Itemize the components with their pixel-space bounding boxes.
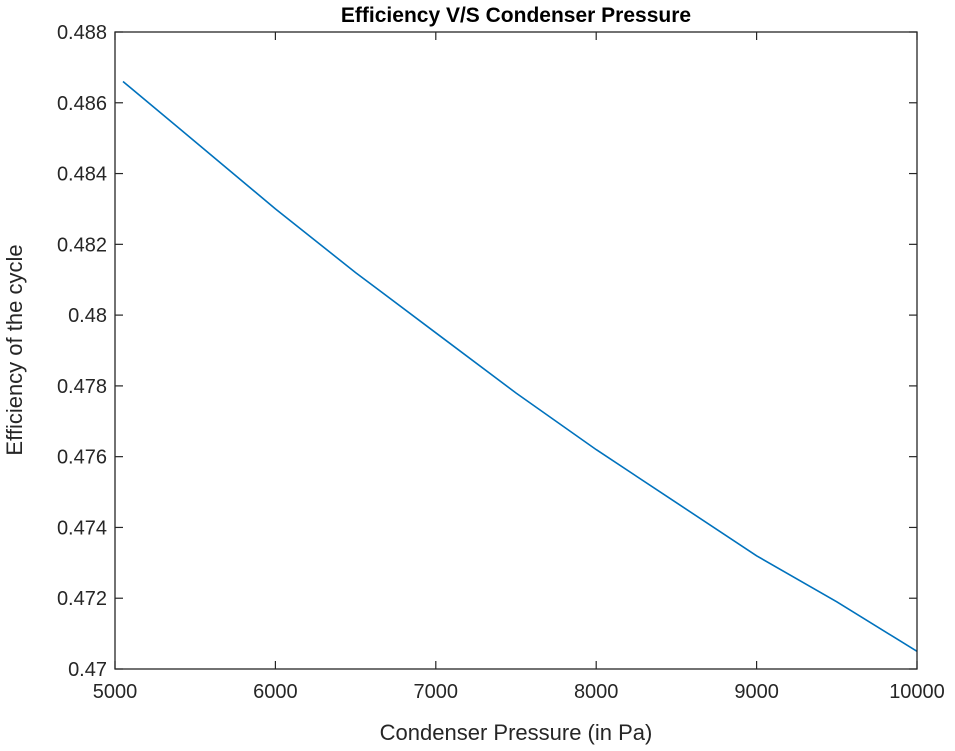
plot-frame bbox=[114, 31, 918, 670]
y-tick-label: 0.484 bbox=[57, 164, 107, 186]
y-axis-title: Efficiency of the cycle bbox=[2, 244, 27, 455]
y-tick-label: 0.474 bbox=[57, 517, 107, 539]
y-tick-label: 0.476 bbox=[57, 447, 107, 469]
series-line bbox=[122, 80, 918, 652]
y-tick-label: 0.488 bbox=[57, 22, 107, 44]
y-tick-label: 0.482 bbox=[57, 234, 107, 256]
y-tick-label: 0.478 bbox=[57, 376, 107, 398]
plot-area bbox=[115, 32, 917, 669]
y-tick-labels: 0.47 0.472 0.474 0.476 0.478 0.48 0.482 0.484 0.… bbox=[57, 22, 107, 681]
y-tick-label: 0.48 bbox=[68, 305, 107, 327]
y-tick-label: 0.486 bbox=[57, 93, 107, 115]
x-tick-labels: 5000 6000 7000 8000 9000 10000 bbox=[93, 681, 945, 703]
chart-title: Efficiency V/S Condenser Pressure bbox=[341, 4, 691, 27]
x-tick-label: 7000 bbox=[414, 681, 459, 703]
x-tick-label: 10000 bbox=[889, 681, 945, 703]
x-tick-label: 8000 bbox=[574, 681, 619, 703]
x-tick-label: 5000 bbox=[93, 681, 138, 703]
x-axis-title: Condenser Pressure (in Pa) bbox=[380, 720, 653, 745]
y-tick-label: 0.472 bbox=[57, 588, 107, 610]
x-tick-label: 6000 bbox=[253, 681, 298, 703]
y-tick-label: 0.47 bbox=[68, 659, 107, 681]
x-tick-label: 9000 bbox=[734, 681, 779, 703]
